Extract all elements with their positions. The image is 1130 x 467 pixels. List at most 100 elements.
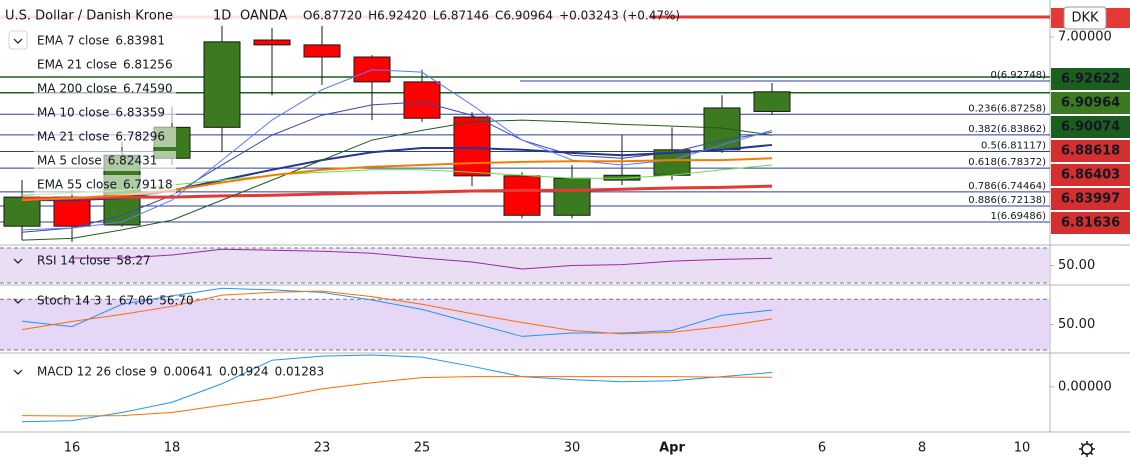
ma-line (21, 101, 773, 233)
x-tick-label: 30 (564, 441, 581, 456)
legend-value: 6.81256 (123, 58, 173, 72)
candle-body (403, 81, 441, 119)
legend-name: MA 5 close (37, 154, 102, 168)
price-label-bg (1051, 116, 1130, 138)
ohlc-value: H6.92420 (368, 9, 427, 23)
fib-label: 0.786(6.74464) (968, 181, 1046, 192)
x-tick-label: 18 (164, 441, 181, 456)
legend-bg (34, 151, 176, 171)
legend-value: 6.82431 (108, 154, 158, 168)
legend-name: EMA 7 close (37, 34, 109, 48)
currency-box (1063, 6, 1107, 30)
ma-line (22, 184, 773, 200)
candle-body (253, 39, 291, 46)
legend-bg (34, 31, 176, 51)
legend-value: 6.78296 (115, 130, 165, 144)
indicator-line (72, 248, 773, 270)
candle-body (503, 175, 541, 216)
indicator-value: 0.01924 (219, 365, 269, 379)
legend-bg (34, 175, 176, 195)
price-label: 6.86403 (1061, 168, 1120, 183)
settings-icon[interactable] (1079, 441, 1095, 457)
candle-body (453, 116, 491, 177)
indicator-line (21, 354, 773, 423)
source: OANDA (240, 9, 287, 24)
indicator-line (21, 287, 773, 337)
y-tick-label: 50.00 (1058, 258, 1095, 273)
x-tick-label: 6 (818, 441, 826, 456)
symbol-title: U.S. Dollar / Danish Krone (5, 9, 173, 24)
x-tick-label: 25 (414, 441, 431, 456)
fib-label: 0.5(6.81117) (981, 141, 1046, 152)
x-tick-label: 10 (1014, 441, 1031, 456)
interval: 1D (213, 9, 231, 24)
legend-value: 6.83981 (115, 34, 165, 48)
legend-value: 6.74590 (123, 82, 173, 96)
x-tick-label: 16 (64, 441, 81, 456)
indicator-value: 0.01283 (275, 365, 325, 379)
band (0, 299, 1050, 350)
currency: DKK (1071, 11, 1099, 26)
x-tick-label: Apr (659, 441, 685, 456)
legend-bg (34, 79, 176, 99)
y-tick-label: 7.00000 (1058, 29, 1112, 44)
fib-label: 0.236(6.87258) (968, 103, 1046, 114)
candle-body (3, 196, 41, 227)
indicator-name: MACD 12 26 close 9 (37, 365, 157, 379)
legend-name: EMA 21 close (37, 58, 117, 72)
indicator-name: RSI 14 close (37, 254, 110, 268)
legend-name: MA 10 close (37, 106, 109, 120)
legend-name: MA 200 close (37, 82, 117, 96)
collapse-button[interactable] (13, 298, 23, 304)
legend-name: MA 21 close (37, 130, 109, 144)
price-label-bg (1051, 68, 1130, 90)
ohlc-value: +0.03243 (+0.47%) (559, 9, 680, 23)
price-label: 6.90964 (1061, 96, 1120, 111)
legend-bg (34, 103, 176, 123)
indicator-value: 0.00641 (163, 365, 213, 379)
legend-bg (34, 127, 176, 147)
candle-body (53, 196, 91, 227)
candle-body (203, 41, 241, 128)
fib-label: 0(6.92748) (990, 70, 1046, 81)
indicator-value: 58.27 (116, 254, 150, 268)
price-label: 6.81636 (1061, 216, 1120, 231)
collapse-button[interactable] (13, 258, 23, 264)
indicator-value: 67.06 (119, 294, 153, 308)
indicator-name: Stoch 14 3 1 (37, 294, 113, 308)
x-tick-label: 23 (314, 441, 331, 456)
price-label-bg (1051, 140, 1130, 162)
price-label: 6.88618 (1061, 144, 1120, 159)
candle-body (303, 44, 341, 58)
legend-value: 6.83359 (115, 106, 165, 120)
legend-toggle[interactable] (8, 30, 28, 50)
price-label-bg (1051, 188, 1130, 210)
ohlc-value: L6.87146 (433, 9, 489, 23)
indicator-line (21, 376, 773, 417)
legend-value: 6.79118 (123, 178, 173, 192)
ma-line (21, 119, 773, 241)
ma-line (21, 69, 773, 231)
collapse-button[interactable] (13, 369, 23, 375)
y-tick-label: 50.00 (1058, 317, 1095, 332)
legend-bg (34, 55, 176, 75)
candle-body (553, 177, 591, 216)
price-label: 6.83997 (1061, 192, 1120, 207)
collapse-button[interactable] (13, 38, 23, 44)
y-tick-label: 0.00000 (1058, 379, 1112, 394)
fib-label: 0.618(6.78372) (968, 157, 1046, 168)
price-label-bg (1051, 92, 1130, 114)
fib-label: 0.886(6.72138) (968, 195, 1046, 206)
price-label: 6.90074 (1061, 120, 1120, 135)
indicator-value: 56.70 (159, 294, 193, 308)
x-tick-label: 8 (918, 441, 926, 456)
fib-label: 0.382(6.83862) (968, 124, 1046, 135)
price-label: 6.92622 (1061, 72, 1120, 87)
price-label-bg (1051, 164, 1130, 186)
fib-label: 1(6.69486) (990, 211, 1046, 222)
band (0, 248, 1050, 284)
legend-name: EMA 55 close (37, 178, 117, 192)
